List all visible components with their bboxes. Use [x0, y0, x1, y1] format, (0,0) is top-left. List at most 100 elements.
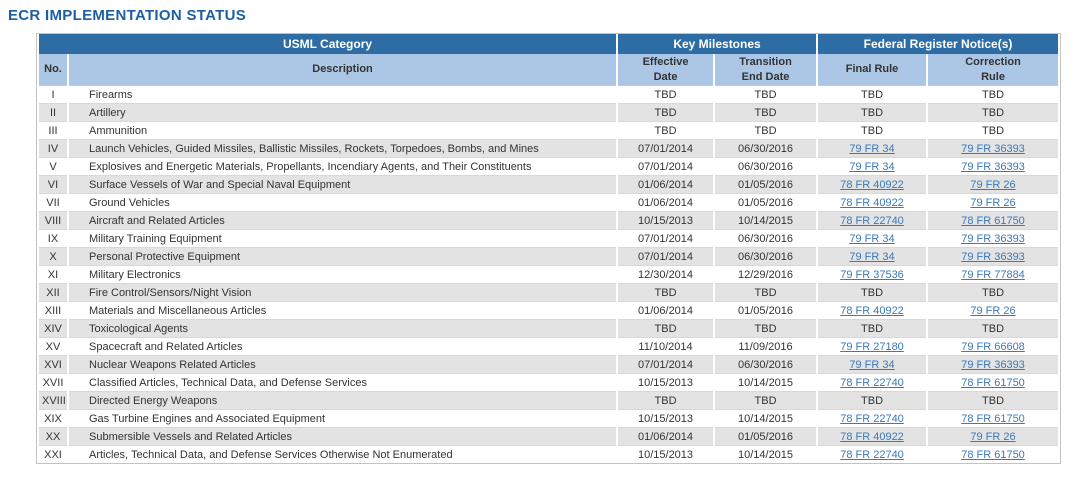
correction-rule-link[interactable]: 78 FR 61750: [961, 214, 1025, 227]
no-cell: XXI: [39, 446, 67, 463]
description-cell: Articles, Technical Data, and Defense Se…: [69, 446, 617, 463]
no-cell: XIV: [39, 320, 67, 338]
correction-rule-link[interactable]: 79 FR 26: [970, 430, 1016, 443]
correction-rule-cell: 78 FR 61750: [928, 374, 1059, 392]
no-cell: XVI: [39, 356, 67, 374]
transition-end-date-cell: 01/05/2016: [715, 302, 817, 320]
correction-rule-link[interactable]: 79 FR 26: [970, 196, 1016, 209]
effective-date-cell: TBD: [618, 86, 714, 104]
table-row: XIII Materials and Miscellaneous Articles…: [39, 302, 1059, 320]
correction-rule-link[interactable]: 78 FR 61750: [961, 376, 1025, 389]
correction-rule-cell: 79 FR 36393: [928, 356, 1059, 374]
correction-rule-cell: 78 FR 61750: [928, 212, 1059, 230]
description-cell: Materials and Miscellaneous Articles: [69, 302, 617, 320]
correction-rule-cell: TBD: [928, 104, 1059, 122]
no-cell: II: [39, 104, 67, 122]
transition-end-date-cell: 10/14/2015: [715, 212, 817, 230]
description-cell: Nuclear Weapons Related Articles: [69, 356, 617, 374]
final-rule-link[interactable]: 79 FR 37536: [840, 268, 904, 281]
final-rule-link[interactable]: 78 FR 40922: [840, 304, 904, 317]
table-body: I Firearms TBD TBD TBD TBD II Artillery TBD TBD TB…: [39, 86, 1059, 463]
no-cell: XX: [39, 428, 67, 446]
description-cell: Launch Vehicles, Guided Missiles, Ballis…: [69, 140, 617, 158]
final-rule-cell: TBD: [818, 392, 927, 410]
final-rule-cell: TBD: [818, 320, 927, 338]
description-cell: Firearms: [69, 86, 617, 104]
correction-rule-link[interactable]: 79 FR 36393: [961, 250, 1025, 263]
correction-rule-link[interactable]: 79 FR 66608: [961, 340, 1025, 353]
no-cell: VI: [39, 176, 67, 194]
correction-rule-link[interactable]: 79 FR 26: [970, 304, 1016, 317]
final-rule-cell: 78 FR 40922: [818, 428, 927, 446]
no-cell: XI: [39, 266, 67, 284]
no-cell: XV: [39, 338, 67, 356]
correction-rule-cell: 79 FR 36393: [928, 248, 1059, 266]
effective-date-cell: 01/06/2014: [618, 176, 714, 194]
transition-end-date-cell: 10/14/2015: [715, 374, 817, 392]
correction-rule-cell: 79 FR 36393: [928, 230, 1059, 248]
correction-rule-link[interactable]: 79 FR 36393: [961, 232, 1025, 245]
effective-date-cell: 01/06/2014: [618, 428, 714, 446]
final-rule-link[interactable]: 79 FR 34: [849, 250, 895, 263]
column-header-final-rule: Final Rule: [818, 54, 927, 86]
column-header-no: No.: [39, 54, 67, 86]
description-cell: Classified Articles, Technical Data, and…: [69, 374, 617, 392]
final-rule-link[interactable]: 78 FR 40922: [840, 196, 904, 209]
correction-rule-link[interactable]: 79 FR 36393: [961, 358, 1025, 371]
final-rule-link[interactable]: 79 FR 34: [849, 142, 895, 155]
effective-date-cell: TBD: [618, 392, 714, 410]
table-row: XXI Articles, Technical Data, and Defense…: [39, 446, 1059, 463]
final-rule-cell: 79 FR 34: [818, 248, 927, 266]
final-rule-link[interactable]: 78 FR 40922: [840, 430, 904, 443]
correction-rule-link[interactable]: 78 FR 61750: [961, 412, 1025, 425]
table-row: IV Launch Vehicles, Guided Missiles, Ball…: [39, 140, 1059, 158]
correction-rule-cell: 79 FR 26: [928, 176, 1059, 194]
no-cell: IV: [39, 140, 67, 158]
description-cell: Aircraft and Related Articles: [69, 212, 617, 230]
no-cell: VIII: [39, 212, 67, 230]
transition-end-date-cell: 06/30/2016: [715, 230, 817, 248]
table-row: XV Spacecraft and Related Articles 11/10/2…: [39, 338, 1059, 356]
final-rule-cell: 79 FR 34: [818, 230, 927, 248]
final-rule-cell: 78 FR 22740: [818, 374, 927, 392]
effective-date-cell: 07/01/2014: [618, 356, 714, 374]
final-rule-link[interactable]: 79 FR 34: [849, 160, 895, 173]
description-cell: Directed Energy Weapons: [69, 392, 617, 410]
transition-end-date-cell: TBD: [715, 284, 817, 302]
final-rule-link[interactable]: 78 FR 22740: [840, 412, 904, 425]
correction-rule-link[interactable]: 79 FR 77884: [961, 268, 1025, 281]
final-rule-cell: 78 FR 40922: [818, 302, 927, 320]
correction-rule-cell: 78 FR 61750: [928, 446, 1059, 463]
final-rule-link[interactable]: 79 FR 27180: [840, 340, 904, 353]
correction-rule-link[interactable]: 79 FR 36393: [961, 160, 1025, 173]
correction-rule-link[interactable]: 79 FR 26: [970, 178, 1016, 191]
final-rule-link[interactable]: 78 FR 40922: [840, 178, 904, 191]
final-rule-link[interactable]: 79 FR 34: [849, 358, 895, 371]
page: ECR IMPLEMENTATION STATUS USML Category …: [8, 7, 1062, 464]
effective-date-cell: TBD: [618, 284, 714, 302]
description-cell: Explosives and Energetic Materials, Prop…: [69, 158, 617, 176]
table-row: II Artillery TBD TBD TBD TBD: [39, 104, 1059, 122]
correction-rule-cell: 79 FR 36393: [928, 158, 1059, 176]
column-header-description: Description: [69, 54, 617, 86]
column-header-correction-rule: Correction Rule: [928, 54, 1059, 86]
final-rule-link[interactable]: 78 FR 22740: [840, 448, 904, 461]
group-header-key-milestones: Key Milestones: [618, 34, 817, 54]
final-rule-cell: 79 FR 34: [818, 356, 927, 374]
final-rule-cell: 78 FR 40922: [818, 176, 927, 194]
final-rule-link[interactable]: 78 FR 22740: [840, 376, 904, 389]
final-rule-link[interactable]: 78 FR 22740: [840, 214, 904, 227]
correction-rule-link[interactable]: 79 FR 36393: [961, 142, 1025, 155]
no-cell: XII: [39, 284, 67, 302]
final-rule-cell: 79 FR 34: [818, 140, 927, 158]
final-rule-link[interactable]: 79 FR 34: [849, 232, 895, 245]
description-cell: Submersible Vessels and Related Articles: [69, 428, 617, 446]
correction-rule-link[interactable]: 78 FR 61750: [961, 448, 1025, 461]
no-cell: XIX: [39, 410, 67, 428]
ecr-status-table: USML Category Key Milestones Federal Reg…: [36, 33, 1062, 464]
effective-date-cell: TBD: [618, 122, 714, 140]
description-cell: Personal Protective Equipment: [69, 248, 617, 266]
correction-rule-cell: 79 FR 66608: [928, 338, 1059, 356]
description-cell: Gas Turbine Engines and Associated Equip…: [69, 410, 617, 428]
final-rule-cell: 79 FR 37536: [818, 266, 927, 284]
